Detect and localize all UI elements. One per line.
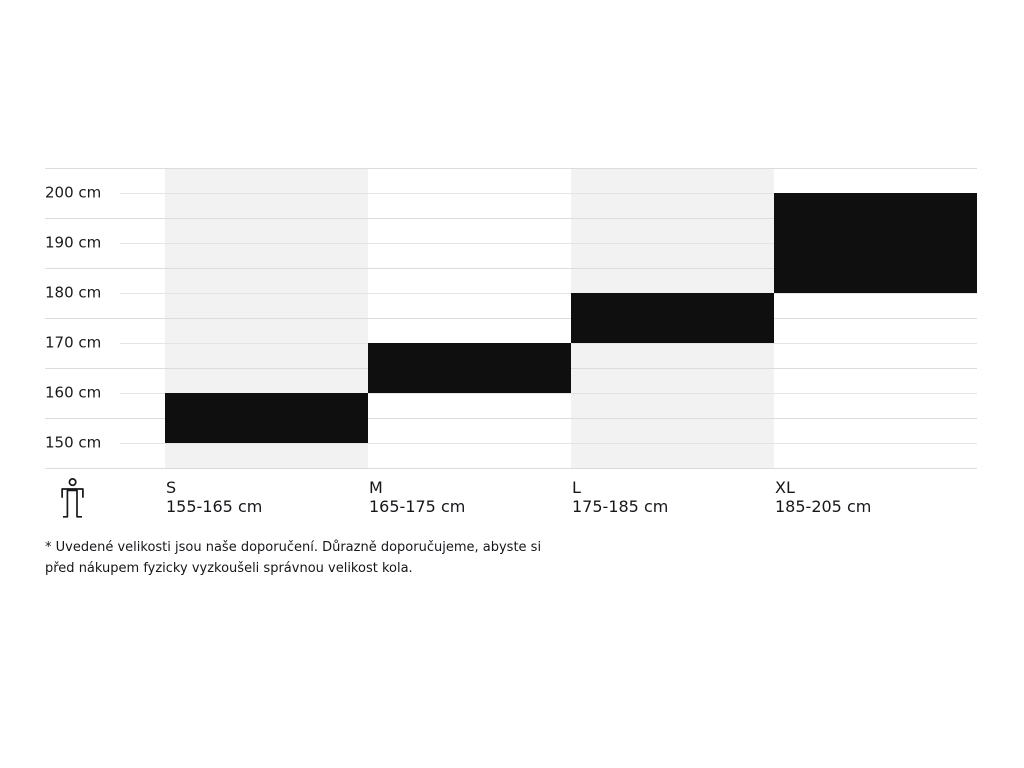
size-bar-s [165, 393, 368, 443]
y-axis-label-190: 190 cm [45, 233, 102, 252]
size-range-m: 165-175 cm [369, 497, 466, 516]
size-bar-xl [774, 193, 977, 293]
size-label-m: M 165-175 cm [369, 478, 465, 516]
size-bar-m [368, 343, 571, 393]
size-letter-l: L [572, 478, 581, 497]
size-letter-m: M [369, 478, 383, 497]
gridline-minor [45, 418, 977, 419]
y-axis-label-180: 180 cm [45, 283, 102, 302]
gridline-major [120, 193, 977, 194]
gridline-minor [45, 268, 977, 269]
size-letter-xl: XL [775, 478, 795, 497]
gridline-major [120, 443, 977, 444]
size-range-l: 175-185 cm [572, 497, 669, 516]
size-label-l: L 175-185 cm [572, 478, 668, 516]
gridline-major [120, 393, 977, 394]
y-axis-label-160: 160 cm [45, 383, 102, 402]
gridline-minor [45, 318, 977, 319]
size-disclaimer: * Uvedené velikosti jsou naše doporučení… [45, 537, 541, 579]
gridline-minor [45, 218, 977, 219]
y-axis-label-200: 200 cm [45, 183, 102, 202]
size-bar-l [571, 293, 774, 343]
gridline-major [120, 293, 977, 294]
size-letter-s: S [166, 478, 177, 497]
size-range-s: 155-165 cm [166, 497, 263, 516]
person-height-icon [61, 478, 84, 518]
y-axis-label-170: 170 cm [45, 333, 102, 352]
size-label-xl: XL 185-205 cm [775, 478, 871, 516]
gridline-minor [45, 168, 977, 169]
y-axis-label-150: 150 cm [45, 433, 102, 452]
gridline-major [120, 243, 977, 244]
gridline-minor [45, 468, 977, 469]
footnote-line-1: * Uvedené velikosti jsou naše doporučení… [45, 540, 542, 555]
footnote-line-2: před nákupem fyzicky vyzkoušeli správnou… [45, 561, 413, 576]
size-range-xl: 185-205 cm [775, 497, 872, 516]
size-label-s: S 155-165 cm [166, 478, 262, 516]
